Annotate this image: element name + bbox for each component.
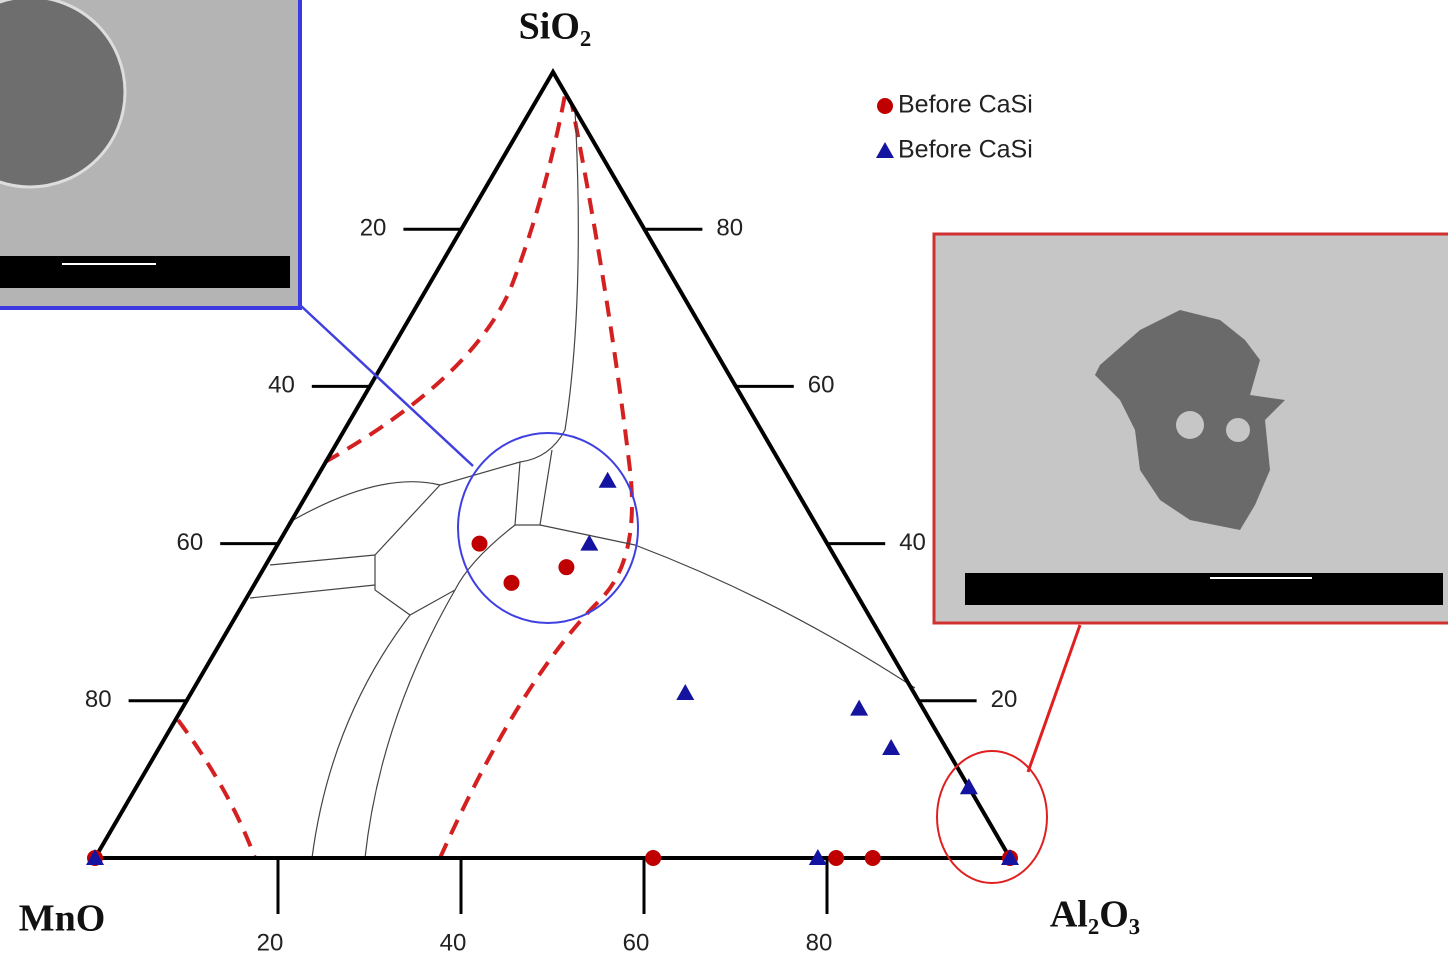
- legend-marker: [877, 98, 893, 114]
- sem-inset-left: [0, 0, 300, 308]
- marker-circle: [828, 850, 844, 866]
- legend-label: Before CaSi: [898, 91, 1033, 119]
- tick-label: 40: [268, 372, 295, 399]
- legend-label: Before CaSi: [898, 136, 1033, 164]
- marker-triangle: [850, 700, 868, 716]
- marker-circle: [645, 850, 661, 866]
- tick-label: 20: [257, 929, 284, 956]
- boundary-lines: [250, 110, 915, 858]
- highlight-circle: [937, 751, 1047, 883]
- tick-label: 60: [808, 372, 835, 399]
- apex-label: MnO: [19, 898, 106, 940]
- sem-inset-right: [934, 234, 1448, 623]
- apex-label: Al₂O₃: [1050, 894, 1140, 936]
- highlight-circle: [458, 433, 638, 623]
- marker-circle: [865, 850, 881, 866]
- marker-circle: [558, 559, 574, 575]
- marker-triangle: [676, 684, 694, 700]
- tick-label: 40: [899, 529, 926, 556]
- marker-triangle: [960, 778, 978, 794]
- tick-label: 60: [623, 929, 650, 956]
- legend-marker: [876, 142, 894, 158]
- tick-label: 20: [360, 215, 387, 242]
- tick-label: 80: [85, 686, 112, 713]
- tick-label: 20: [991, 686, 1018, 713]
- marker-circle: [472, 536, 488, 552]
- marker-triangle: [599, 472, 617, 488]
- chart: SiO₂ MnO Al₂O₃ 20 40 60 80 20 40 60 80 20 40 60 80 B…: [0, 0, 1448, 959]
- tick-label: 60: [176, 529, 203, 556]
- apex-label: SiO₂: [519, 6, 592, 48]
- tick-label: 80: [806, 929, 833, 956]
- callout-line: [1028, 625, 1080, 772]
- tick-label: 40: [440, 929, 467, 956]
- marker-triangle: [882, 739, 900, 755]
- marker-circle: [504, 575, 520, 591]
- tick-label: 80: [716, 215, 743, 242]
